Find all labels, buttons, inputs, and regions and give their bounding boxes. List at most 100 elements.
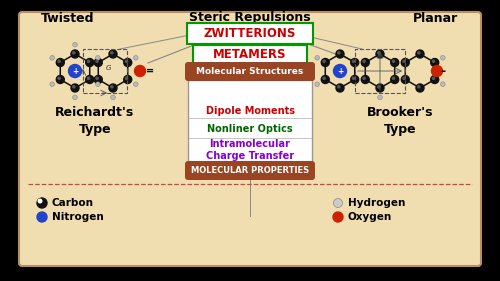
Circle shape [390,58,398,67]
Circle shape [440,56,445,60]
Text: METAMERS: METAMERS [213,49,287,62]
Circle shape [86,76,94,83]
Circle shape [109,84,117,92]
Circle shape [50,56,54,60]
Circle shape [315,56,320,60]
Text: Hydrogen: Hydrogen [348,198,406,208]
Circle shape [323,60,325,62]
Circle shape [392,60,394,62]
Circle shape [336,50,344,58]
Circle shape [94,58,102,67]
Circle shape [362,76,370,83]
Circle shape [126,77,128,80]
Circle shape [338,86,340,88]
Circle shape [403,77,405,80]
Text: G: G [106,65,110,71]
Circle shape [86,58,94,67]
Circle shape [110,95,116,100]
Text: MOLECULAR PROPERTIES: MOLECULAR PROPERTIES [191,166,309,175]
FancyBboxPatch shape [185,62,315,81]
Text: Twisted: Twisted [41,12,95,24]
Circle shape [350,76,358,83]
FancyBboxPatch shape [187,23,313,44]
Text: =: = [146,66,154,76]
FancyBboxPatch shape [193,45,307,65]
Circle shape [350,58,358,67]
Circle shape [392,77,394,80]
Circle shape [96,60,98,62]
Circle shape [338,52,340,54]
Circle shape [58,77,60,80]
Circle shape [390,76,398,83]
Circle shape [58,60,60,62]
Circle shape [416,50,424,58]
Circle shape [378,86,380,88]
Circle shape [134,82,138,87]
Circle shape [378,52,380,54]
Circle shape [432,65,442,76]
Circle shape [363,60,365,62]
Circle shape [334,198,342,207]
Circle shape [378,95,382,100]
Circle shape [336,84,344,92]
Circle shape [96,77,98,80]
Circle shape [323,77,325,80]
Circle shape [416,84,424,92]
Text: Dipole Moments: Dipole Moments [206,106,294,116]
Text: +: + [337,67,343,76]
Circle shape [96,56,100,60]
Text: ZWITTERIONS: ZWITTERIONS [204,27,296,40]
Text: Reichardt's
Type: Reichardt's Type [56,106,134,136]
Circle shape [322,76,330,83]
Text: Nonliner Optics: Nonliner Optics [207,124,293,134]
Circle shape [88,77,90,80]
Circle shape [124,58,132,67]
Text: Nitrogen: Nitrogen [52,212,104,222]
Circle shape [430,76,438,83]
Circle shape [362,58,370,67]
Circle shape [72,95,78,100]
Circle shape [418,86,420,88]
Circle shape [110,52,113,54]
Circle shape [440,82,445,87]
Circle shape [56,58,64,67]
Text: +: + [72,67,78,76]
Circle shape [126,60,128,62]
FancyBboxPatch shape [19,12,481,266]
Text: Intramolecular
Charge Transfer: Intramolecular Charge Transfer [206,139,294,161]
Bar [83,49,127,93]
Circle shape [418,52,420,54]
Circle shape [315,82,320,87]
Circle shape [430,58,438,67]
Circle shape [56,76,64,83]
Text: Carbon: Carbon [52,198,94,208]
Circle shape [376,50,384,58]
Circle shape [322,58,330,67]
Circle shape [376,84,384,92]
Circle shape [72,42,78,47]
Circle shape [68,65,82,78]
Circle shape [72,52,75,54]
Circle shape [403,60,405,62]
Circle shape [134,65,145,76]
Circle shape [71,84,79,92]
Circle shape [402,58,409,67]
Circle shape [402,76,409,83]
Circle shape [124,76,132,83]
Circle shape [38,199,42,203]
Text: Brooker's
Type: Brooker's Type [367,106,433,136]
Text: Oxygen: Oxygen [348,212,392,222]
Circle shape [432,77,434,80]
Circle shape [333,212,343,222]
Circle shape [109,50,117,58]
FancyBboxPatch shape [185,161,315,180]
Circle shape [352,60,354,62]
Bar [355,49,405,93]
Circle shape [334,65,346,78]
Circle shape [71,50,79,58]
Circle shape [134,56,138,60]
Text: Planar: Planar [412,12,458,24]
Text: Molecular Structures: Molecular Structures [196,67,304,76]
Text: -: - [440,65,446,78]
Circle shape [363,77,365,80]
